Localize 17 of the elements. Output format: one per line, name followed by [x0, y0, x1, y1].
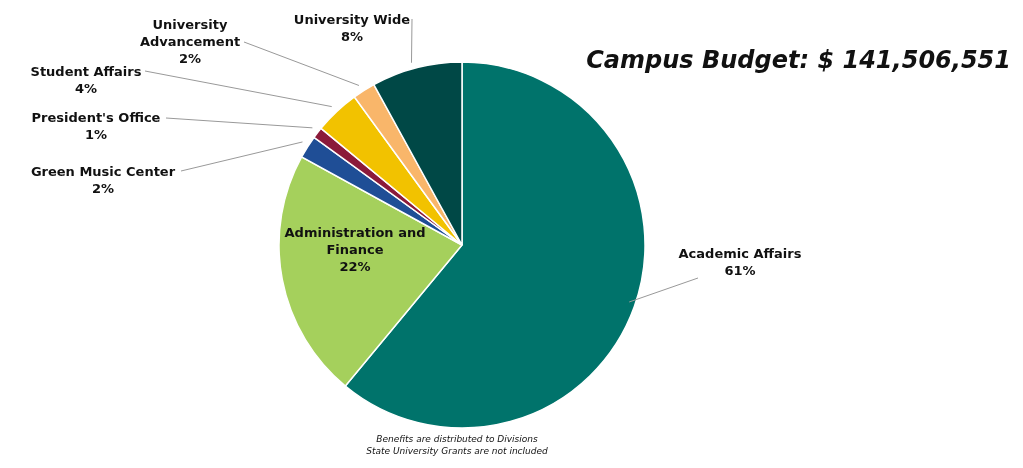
- text: Benefits are distributed to Divisions: [375, 433, 539, 445]
- data-label: 1%: [84, 126, 108, 142]
- data-label: 22%: [339, 259, 371, 274]
- slice-label: President's Office: [31, 109, 161, 125]
- data-label: 4%: [74, 80, 98, 96]
- slice-label: University Wide: [293, 11, 411, 27]
- slice-label: Academic Affairs: [678, 245, 802, 261]
- slice-label: Administration and Finance: [284, 225, 426, 257]
- data-label: 2%: [178, 51, 202, 66]
- text: State University Grants are not included: [365, 445, 549, 457]
- slice-label: University Advancement: [139, 17, 241, 49]
- data-label: 61%: [724, 262, 756, 278]
- data-label: 8%: [340, 28, 364, 44]
- slice-label: Green Music Center: [30, 163, 176, 179]
- text: Campus Budget: $ 141,506,551: [586, 46, 1011, 74]
- data-label: 2%: [91, 180, 115, 196]
- slice-label: Student Affairs: [30, 63, 142, 79]
